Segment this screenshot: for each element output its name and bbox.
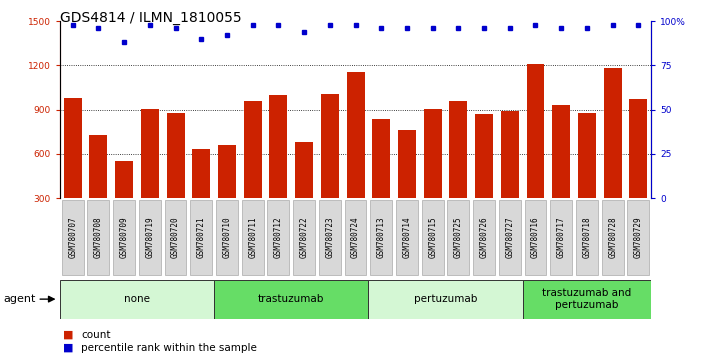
Text: GSM780720: GSM780720 [171, 216, 180, 258]
FancyBboxPatch shape [422, 200, 444, 275]
Bar [270, 95, 287, 198]
Bar [346, 72, 365, 198]
Bar [501, 111, 519, 198]
Bar [63, 98, 82, 198]
Bar [398, 130, 416, 198]
Bar [244, 101, 262, 198]
Text: GSM780708: GSM780708 [94, 216, 103, 258]
Text: GSM780726: GSM780726 [479, 216, 489, 258]
Text: GSM780714: GSM780714 [403, 216, 411, 258]
Text: GSM780709: GSM780709 [120, 216, 129, 258]
Text: ■: ■ [63, 330, 74, 339]
Text: GSM780712: GSM780712 [274, 216, 283, 258]
Bar [295, 142, 313, 198]
Text: none: none [124, 294, 150, 304]
Bar [141, 109, 159, 198]
Bar [475, 114, 493, 198]
Text: GSM780728: GSM780728 [608, 216, 617, 258]
Bar [218, 145, 236, 198]
FancyBboxPatch shape [368, 280, 522, 319]
Text: GSM780729: GSM780729 [634, 216, 643, 258]
FancyBboxPatch shape [165, 200, 187, 275]
Text: agent: agent [4, 294, 36, 304]
FancyBboxPatch shape [576, 200, 598, 275]
Bar [372, 119, 390, 198]
FancyBboxPatch shape [344, 200, 367, 275]
Text: ■: ■ [63, 343, 74, 353]
Text: GSM780723: GSM780723 [325, 216, 334, 258]
Text: GDS4814 / ILMN_1810055: GDS4814 / ILMN_1810055 [60, 11, 241, 25]
Bar [552, 104, 570, 198]
Bar [167, 113, 184, 198]
FancyBboxPatch shape [319, 200, 341, 275]
Bar [527, 64, 544, 198]
FancyBboxPatch shape [216, 200, 238, 275]
Text: GSM780719: GSM780719 [145, 216, 154, 258]
Text: GSM780717: GSM780717 [557, 216, 566, 258]
Bar [115, 161, 133, 198]
FancyBboxPatch shape [370, 200, 392, 275]
FancyBboxPatch shape [214, 280, 368, 319]
Bar [89, 135, 108, 198]
Text: GSM780725: GSM780725 [454, 216, 463, 258]
FancyBboxPatch shape [473, 200, 495, 275]
FancyBboxPatch shape [113, 200, 135, 275]
Text: GSM780711: GSM780711 [249, 216, 257, 258]
FancyBboxPatch shape [524, 200, 546, 275]
Text: pertuzumab: pertuzumab [414, 294, 477, 304]
Text: count: count [81, 330, 111, 339]
FancyBboxPatch shape [87, 200, 109, 275]
Text: GSM780724: GSM780724 [351, 216, 360, 258]
Text: GSM780715: GSM780715 [428, 216, 437, 258]
Text: GSM780707: GSM780707 [68, 216, 77, 258]
FancyBboxPatch shape [293, 200, 315, 275]
FancyBboxPatch shape [448, 200, 470, 275]
FancyBboxPatch shape [396, 200, 418, 275]
Text: GSM780718: GSM780718 [582, 216, 591, 258]
Text: GSM780713: GSM780713 [377, 216, 386, 258]
Text: GSM780710: GSM780710 [222, 216, 232, 258]
FancyBboxPatch shape [241, 200, 263, 275]
FancyBboxPatch shape [62, 200, 84, 275]
Bar [603, 68, 622, 198]
Text: trastuzumab: trastuzumab [258, 294, 325, 304]
Text: trastuzumab and
pertuzumab: trastuzumab and pertuzumab [542, 288, 631, 310]
FancyBboxPatch shape [551, 200, 572, 275]
Bar [578, 113, 596, 198]
FancyBboxPatch shape [522, 280, 651, 319]
FancyBboxPatch shape [190, 200, 212, 275]
FancyBboxPatch shape [139, 200, 161, 275]
Bar [192, 149, 210, 198]
Text: percentile rank within the sample: percentile rank within the sample [81, 343, 257, 353]
FancyBboxPatch shape [60, 280, 214, 319]
FancyBboxPatch shape [627, 200, 649, 275]
FancyBboxPatch shape [602, 200, 624, 275]
Text: GSM780722: GSM780722 [300, 216, 308, 258]
Bar [321, 93, 339, 198]
Bar [629, 99, 648, 198]
Text: GSM780727: GSM780727 [505, 216, 515, 258]
Bar [449, 101, 467, 198]
FancyBboxPatch shape [268, 200, 289, 275]
Text: GSM780721: GSM780721 [196, 216, 206, 258]
FancyBboxPatch shape [499, 200, 521, 275]
Text: GSM780716: GSM780716 [531, 216, 540, 258]
Bar [424, 109, 441, 198]
